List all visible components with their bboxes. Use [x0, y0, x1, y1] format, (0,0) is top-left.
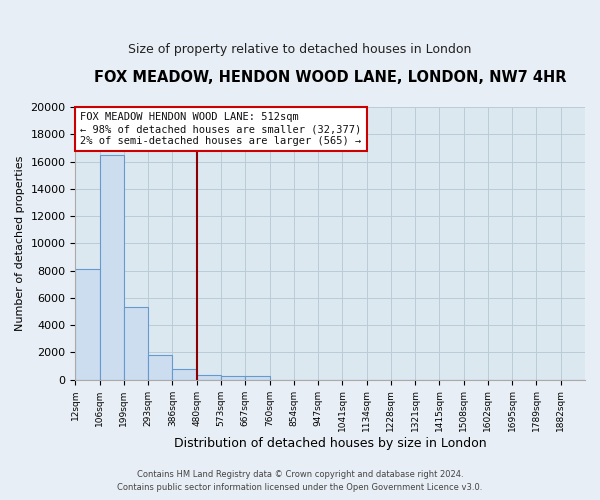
- Bar: [100, 154, 124, 380]
- Title: FOX MEADOW, HENDON WOOD LANE, LONDON, NW7 4HR: FOX MEADOW, HENDON WOOD LANE, LONDON, NW…: [94, 70, 566, 85]
- Bar: [172, 370, 197, 380]
- Y-axis label: Number of detached properties: Number of detached properties: [15, 156, 25, 331]
- Bar: [197, 375, 221, 380]
- Text: FOX MEADOW HENDON WOOD LANE: 512sqm
← 98% of detached houses are smaller (32,377: FOX MEADOW HENDON WOOD LANE: 512sqm ← 98…: [80, 112, 362, 146]
- Bar: [76, 269, 100, 380]
- Text: Contains HM Land Registry data © Crown copyright and database right 2024.
Contai: Contains HM Land Registry data © Crown c…: [118, 470, 482, 492]
- Bar: [124, 308, 148, 380]
- Bar: [148, 355, 172, 380]
- Text: Size of property relative to detached houses in London: Size of property relative to detached ho…: [128, 42, 472, 56]
- X-axis label: Distribution of detached houses by size in London: Distribution of detached houses by size …: [174, 437, 487, 450]
- Bar: [245, 376, 269, 380]
- Bar: [221, 376, 245, 380]
